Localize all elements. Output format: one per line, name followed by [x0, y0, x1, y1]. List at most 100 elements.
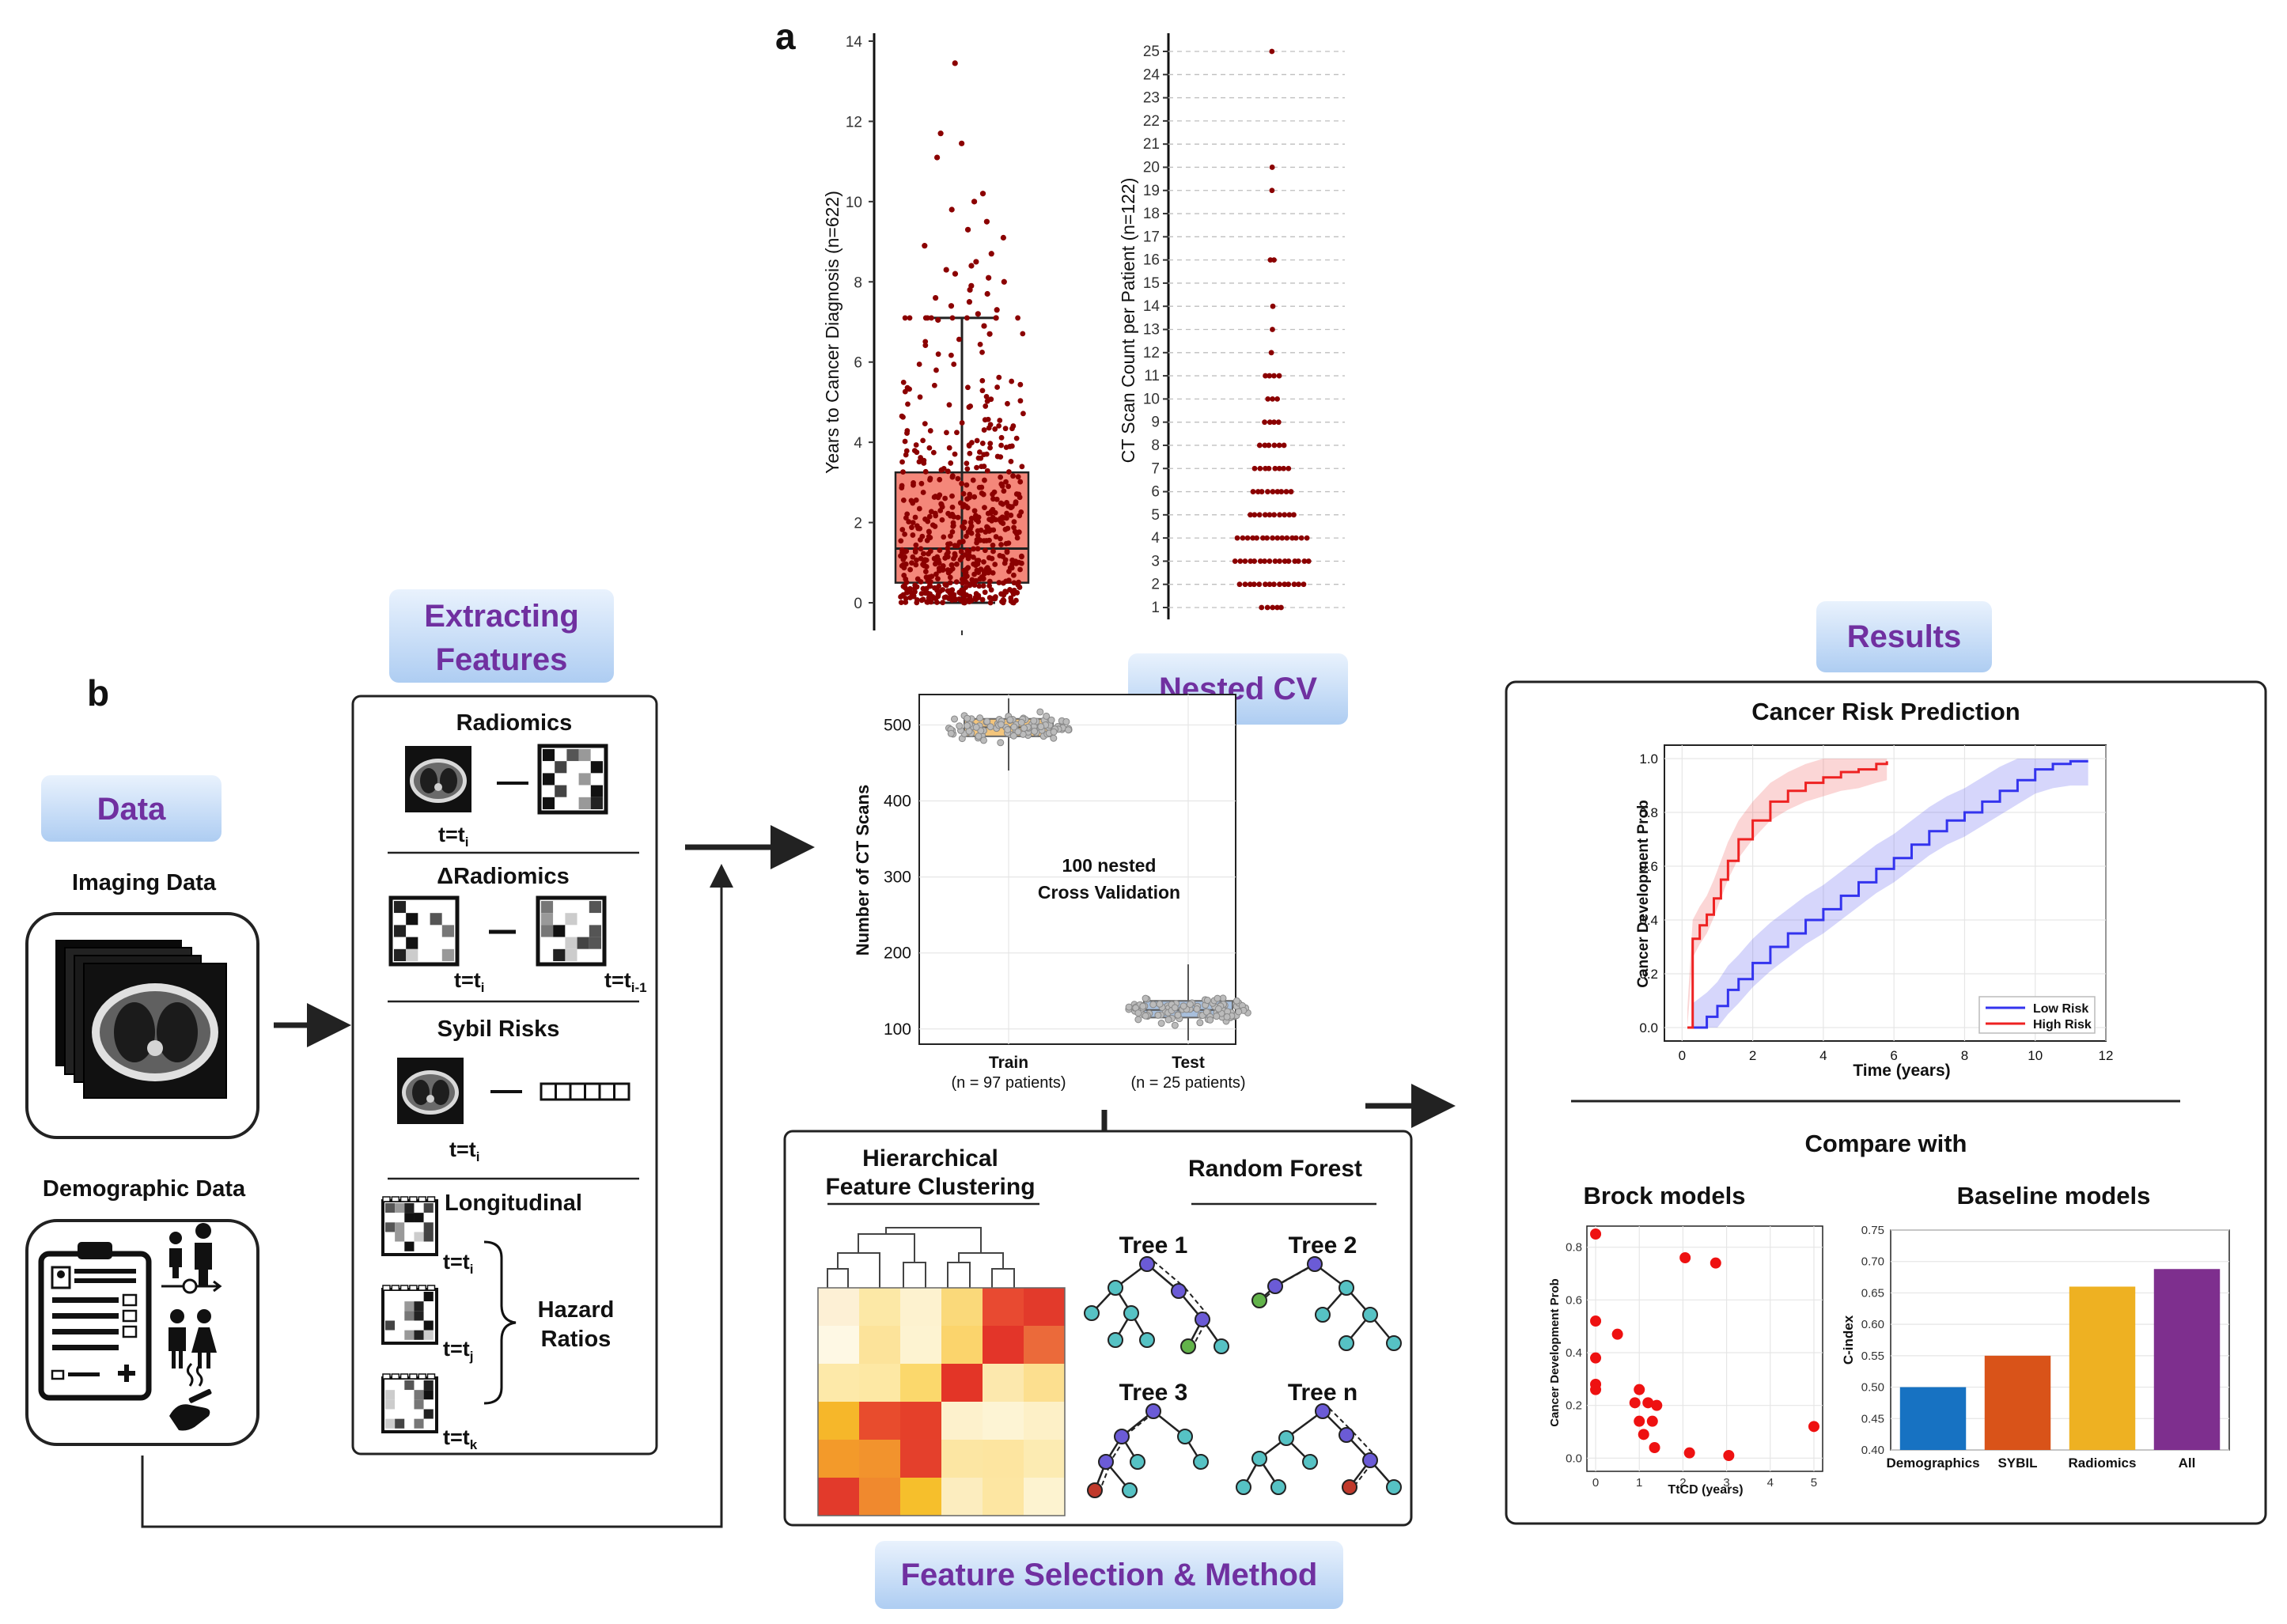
a1-point	[971, 508, 978, 514]
feature-cell	[589, 948, 601, 961]
cv-point	[975, 733, 983, 740]
film-perforation	[418, 1285, 426, 1291]
a1-y-tick-label: 2	[854, 516, 862, 532]
a2-point	[1244, 535, 1251, 541]
a1-point	[930, 449, 937, 456]
feature-cell	[414, 1311, 424, 1321]
a2-point	[1259, 489, 1265, 494]
brock-point	[1611, 1328, 1623, 1340]
a2-point	[1270, 489, 1276, 494]
a2-point	[1271, 512, 1278, 518]
a2-point	[1262, 419, 1267, 426]
feature-cell	[578, 761, 591, 774]
heatmap-cell	[859, 1440, 900, 1478]
a1-point	[967, 403, 974, 409]
a1-point	[931, 382, 937, 388]
tree-node	[1087, 1482, 1103, 1498]
feature-cell	[565, 948, 577, 961]
a1-point	[898, 600, 904, 606]
tree-node	[1084, 1305, 1100, 1321]
a1-point	[1017, 381, 1024, 388]
km-confidence-band	[1692, 759, 2088, 1028]
baseline-category-label: SYBIL	[1997, 1456, 2037, 1471]
heatmap-cell	[859, 1288, 900, 1326]
cv-point	[1235, 1008, 1243, 1016]
tree-node	[1180, 1338, 1196, 1354]
cv-point	[1142, 994, 1149, 1002]
a2-point	[1250, 489, 1256, 494]
a1-point	[993, 534, 999, 539]
feature-cell	[541, 901, 554, 914]
a1-point	[974, 437, 980, 444]
feature-cell	[578, 797, 591, 809]
a1-outlier-point	[1000, 234, 1006, 241]
a1-point	[906, 519, 912, 524]
a1-point	[916, 505, 922, 512]
feature-cell	[404, 1409, 415, 1419]
tree-node	[1339, 1280, 1354, 1296]
heatmap-cell	[941, 1440, 983, 1478]
a2-point	[1265, 489, 1270, 494]
a2-point	[1285, 581, 1292, 588]
a1-point	[946, 445, 952, 451]
cv-annotation-line1: 100 nested	[1062, 855, 1157, 876]
a1-outlier-point	[971, 199, 978, 205]
film-perforation	[391, 1196, 400, 1202]
a1-outlier-point	[937, 131, 944, 137]
a1-point	[936, 568, 942, 574]
a1-point	[910, 500, 916, 506]
hazard-brace	[483, 1240, 517, 1405]
baseline-y-tick-label: 0.65	[1861, 1286, 1884, 1300]
a1-point	[952, 451, 958, 457]
a1-point	[961, 519, 967, 525]
cv-point	[964, 714, 971, 722]
a2-y-tick-label: 14	[1143, 298, 1161, 315]
a1-point	[898, 538, 904, 544]
a1-point	[985, 416, 991, 422]
cv-plot-frame	[918, 694, 1236, 1045]
cv-point	[1179, 1002, 1187, 1010]
brock-y-tick-label: 0.4	[1566, 1346, 1582, 1360]
feature-cell	[553, 925, 566, 937]
a1-point	[982, 589, 988, 596]
a1-point	[1000, 580, 1006, 586]
km-confidence-band	[1687, 759, 1888, 1028]
a1-point	[968, 530, 975, 536]
heatmap	[817, 1287, 1066, 1516]
a2-y-tick-label: 7	[1151, 460, 1160, 477]
a1-point	[945, 468, 951, 475]
a1-point	[978, 527, 984, 533]
feature-cell	[385, 1203, 396, 1213]
a1-point	[971, 571, 977, 577]
brock-y-tick-label: 0.2	[1566, 1399, 1582, 1413]
feature-cell	[543, 761, 555, 774]
a1-point	[940, 587, 946, 592]
feature-cell	[395, 1409, 405, 1419]
film-perforation	[391, 1373, 400, 1380]
a1-outlier-point	[993, 315, 999, 321]
feature-cell	[578, 749, 591, 762]
feature-cell	[385, 1301, 396, 1312]
delta-map-2	[536, 895, 607, 967]
clipboard-icon	[38, 1242, 152, 1401]
cv-point	[1171, 1021, 1179, 1029]
tree-path	[1127, 1407, 1161, 1434]
a1-point	[966, 443, 972, 449]
a1-point	[981, 427, 987, 433]
tree3-label: Tree 3	[1119, 1380, 1188, 1406]
baseline-bar	[1984, 1355, 2051, 1450]
baseline-y-tick-label: 0.55	[1861, 1350, 1884, 1363]
km-x-tick-label: 6	[1890, 1048, 1897, 1063]
feature-cell	[423, 1380, 434, 1391]
brock-point	[1642, 1397, 1654, 1409]
a1-outlier-point	[933, 154, 941, 161]
feature-cell	[577, 948, 589, 961]
sybil-ct-image	[397, 1058, 464, 1124]
feature-cell	[418, 948, 430, 961]
a1-point	[935, 557, 941, 563]
a1-point	[937, 547, 943, 554]
feature-cell	[404, 1380, 415, 1391]
tree-node	[1108, 1280, 1123, 1296]
a1-point	[987, 600, 994, 606]
tree-path	[1184, 1287, 1210, 1317]
